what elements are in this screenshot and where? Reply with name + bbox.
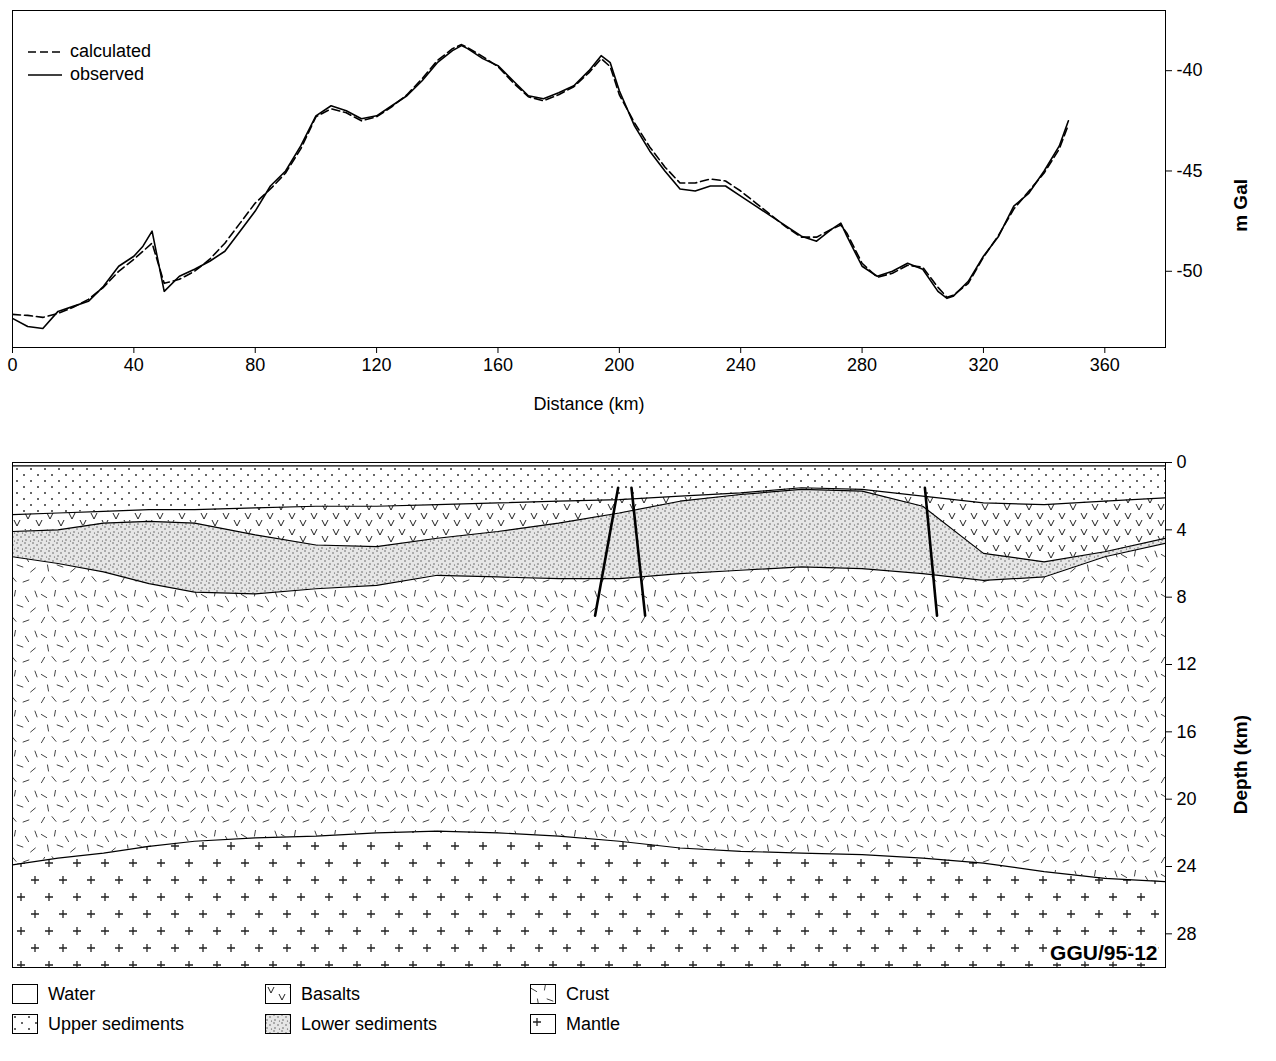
html-text:Basalts: Basalts [301, 983, 360, 1004]
svg-text:12: 12 [1177, 654, 1197, 674]
html-text:Lower sediments: Lower sediments [301, 1013, 438, 1034]
html-text:Upper sediments: Upper sediments [48, 1013, 185, 1034]
svg-text:320: 320 [968, 355, 998, 375]
svg-text:28: 28 [1177, 924, 1197, 944]
svg-text:280: 280 [847, 355, 877, 375]
html-text:Water: Water [48, 983, 96, 1004]
svg-text:20: 20 [1177, 789, 1197, 809]
html-text:calculated: calculated [70, 41, 152, 61]
svg-text:GGU/95-12: GGU/95-12 [1050, 941, 1157, 964]
svg-text:200: 200 [604, 355, 634, 375]
svg-text:80: 80 [245, 355, 265, 375]
svg-text:40: 40 [124, 355, 144, 375]
svg-text:-40: -40 [1177, 60, 1203, 80]
svg-text:Distance (km): Distance (km) [533, 394, 644, 414]
svg-text:-45: -45 [1177, 161, 1203, 181]
svg-text:8: 8 [1177, 587, 1187, 607]
svg-text:-50: -50 [1177, 261, 1203, 281]
svg-text:24: 24 [1177, 856, 1197, 876]
svg-text:4: 4 [1177, 520, 1187, 540]
svg-text:m Gal: m Gal [1230, 179, 1251, 232]
svg-text:160: 160 [483, 355, 513, 375]
svg-text:120: 120 [362, 355, 392, 375]
html-text:Crust: Crust [566, 983, 609, 1004]
svg-text:0: 0 [7, 355, 17, 375]
svg-text:240: 240 [726, 355, 756, 375]
svg-text:360: 360 [1090, 355, 1120, 375]
html-text:observed: observed [70, 64, 145, 84]
svg-text:16: 16 [1177, 722, 1197, 742]
svg-text:Depth (km): Depth (km) [1230, 715, 1251, 814]
svg-text:0: 0 [1177, 452, 1187, 472]
html-text:Mantle: Mantle [566, 1013, 620, 1034]
